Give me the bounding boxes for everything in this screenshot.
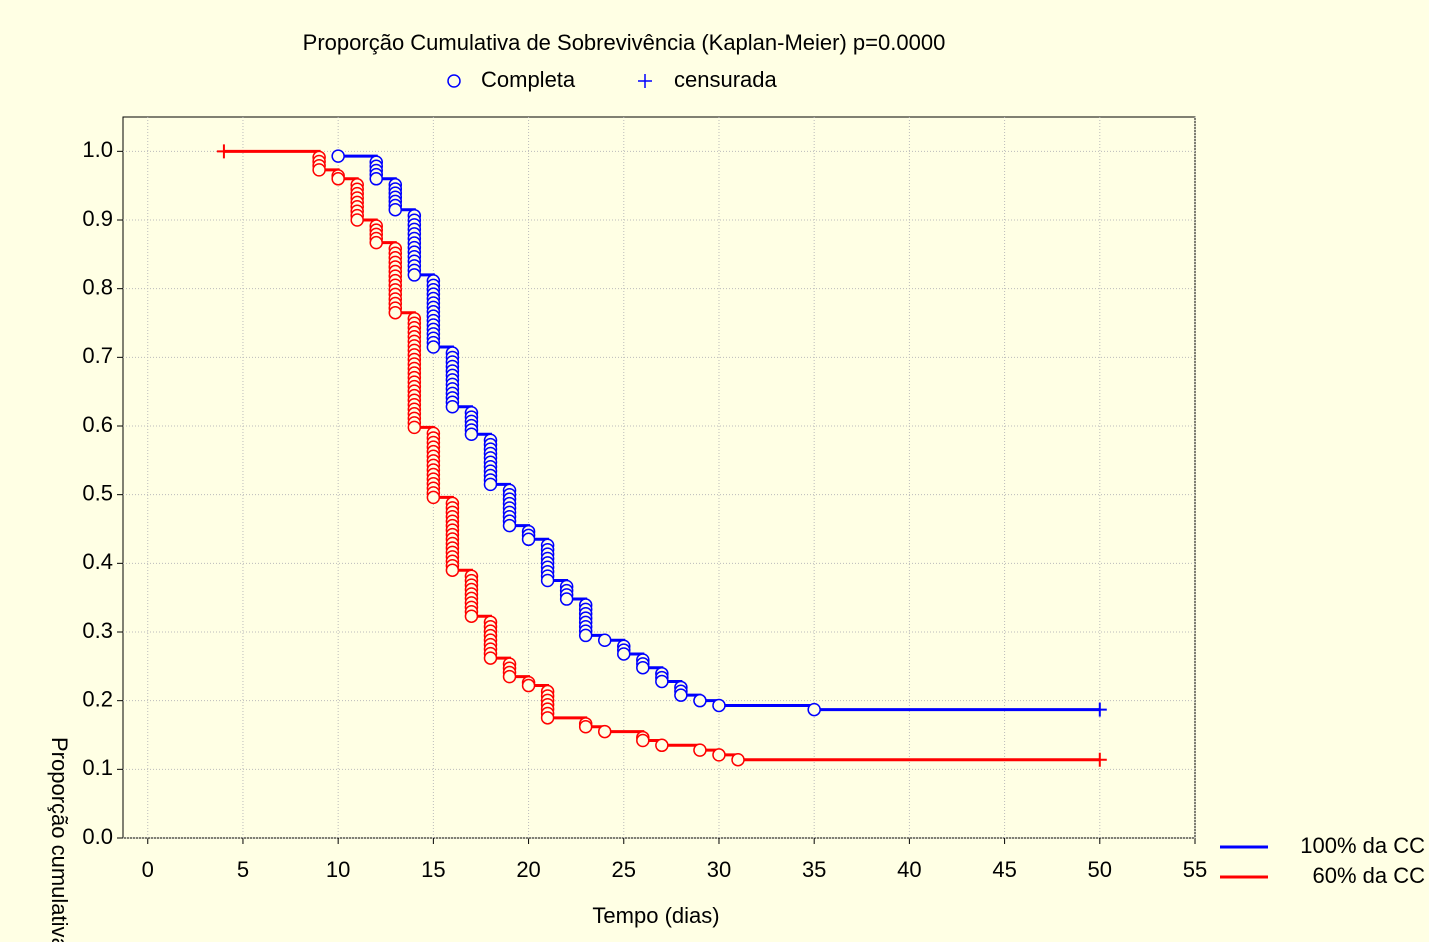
y-tick-label: 0.3 xyxy=(82,618,113,643)
event-marker xyxy=(369,172,383,186)
y-axis-label: Proporção cumulativa xyxy=(47,737,72,942)
legend-circle xyxy=(447,74,461,88)
event-marker xyxy=(388,305,403,320)
legend-label: 100% da CC xyxy=(1300,833,1425,858)
event-marker xyxy=(693,693,707,708)
event-marker xyxy=(636,733,650,748)
censor-marker xyxy=(1092,702,1107,717)
event-marker xyxy=(388,202,403,217)
event-marker xyxy=(674,688,688,702)
event-marker xyxy=(617,647,631,661)
legend-plus xyxy=(638,74,652,88)
event-marker xyxy=(540,573,555,588)
chart-title: Proporção Cumulativa de Sobrevivência (K… xyxy=(303,30,946,55)
x-tick-label: 25 xyxy=(612,857,636,882)
x-tick-label: 45 xyxy=(992,857,1016,882)
event-marker xyxy=(483,651,498,665)
y-tick-label: 0.1 xyxy=(82,755,113,780)
event-marker xyxy=(331,149,345,163)
legend-label: 60% da CC xyxy=(1312,863,1425,888)
y-tick-label: 1.0 xyxy=(82,137,113,162)
event-marker xyxy=(445,563,460,577)
event-marker xyxy=(483,477,498,492)
event-marker xyxy=(655,738,669,753)
event-marker xyxy=(331,172,345,186)
y-tick-label: 0.6 xyxy=(82,412,113,437)
x-tick-label: 5 xyxy=(237,857,249,882)
event-marker xyxy=(426,340,441,354)
event-marker xyxy=(369,235,383,250)
x-tick-label: 30 xyxy=(707,857,731,882)
x-tick-label: 0 xyxy=(142,857,154,882)
x-tick-label: 50 xyxy=(1088,857,1112,882)
y-tick-label: 0.5 xyxy=(82,480,113,505)
y-tick-label: 0.7 xyxy=(82,343,113,368)
event-marker xyxy=(350,213,364,227)
y-tick-label: 0.0 xyxy=(82,824,113,849)
y-tick-label: 0.2 xyxy=(82,686,113,711)
censor-marker xyxy=(216,144,231,159)
censor-marker xyxy=(1092,752,1107,767)
event-marker xyxy=(655,674,669,689)
event-marker xyxy=(559,592,574,606)
event-marker xyxy=(578,628,593,643)
event-marker xyxy=(807,702,821,717)
event-marker xyxy=(407,420,422,435)
event-marker xyxy=(464,427,479,441)
y-tick-label: 0.8 xyxy=(82,274,113,299)
event-marker xyxy=(597,633,612,647)
y-tick-label: 0.4 xyxy=(82,549,113,574)
x-tick-label: 40 xyxy=(897,857,921,882)
event-marker xyxy=(521,532,536,547)
event-marker xyxy=(693,743,707,757)
event-marker xyxy=(521,678,536,693)
event-marker xyxy=(502,669,517,684)
x-axis-label: Tempo (dias) xyxy=(592,903,719,928)
x-tick-label: 55 xyxy=(1183,857,1207,882)
event-marker xyxy=(426,490,441,505)
event-marker xyxy=(464,609,479,623)
x-tick-label: 35 xyxy=(802,857,826,882)
event-marker xyxy=(578,720,593,734)
y-tick-label: 0.9 xyxy=(82,206,113,231)
event-marker xyxy=(731,752,745,767)
x-tick-label: 15 xyxy=(421,857,445,882)
event-marker xyxy=(312,163,326,177)
legend-label: censurada xyxy=(674,67,778,92)
event-marker xyxy=(445,400,460,414)
event-marker xyxy=(502,518,517,533)
event-marker xyxy=(636,660,650,675)
legend-label: Completa xyxy=(481,67,576,92)
x-tick-label: 10 xyxy=(326,857,350,882)
x-tick-label: 20 xyxy=(516,857,540,882)
event-marker xyxy=(597,724,612,739)
event-marker xyxy=(540,711,555,725)
event-marker xyxy=(407,268,422,282)
event-marker xyxy=(712,748,726,762)
event-marker xyxy=(712,698,726,713)
